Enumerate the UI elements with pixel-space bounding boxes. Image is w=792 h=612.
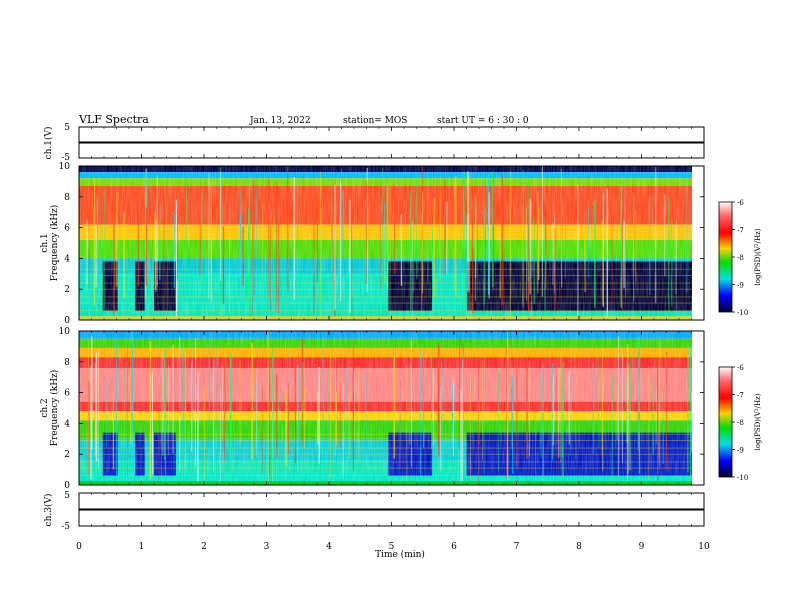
x-tick-label: 3: [264, 542, 270, 552]
figure-title: VLF Spectra: [78, 113, 149, 126]
ch2-spectrogram-panel: 0 2 4 6 8 10 ch.2 Frequency (kHz): [40, 327, 705, 491]
freq-tick-label: 2: [64, 285, 70, 295]
date-label: Jan. 13, 2022: [249, 116, 311, 126]
colorbar-tick-label: -8: [737, 254, 744, 262]
ch3-waveform-panel: 5 -5 ch.3(V): [43, 491, 705, 532]
colorbar-tick-label: -9: [737, 447, 744, 455]
colorbar-tick-label: -7: [737, 227, 744, 235]
colorbar-tick-label: -7: [737, 392, 744, 400]
ch1-spectrogram-ylabel: Frequency (kHz): [49, 205, 60, 282]
x-tick-label: 4: [326, 542, 332, 552]
freq-tick-label: 6: [64, 389, 70, 399]
freq-tick-label: 0: [64, 481, 70, 491]
ch1-colorbar-label: log(PSD)(V²/Hz): [754, 228, 762, 285]
x-tick-label: 5: [389, 542, 395, 552]
freq-tick-label: 10: [59, 327, 71, 337]
x-tick-label: 8: [576, 542, 582, 552]
ch3-waveform-ylabel: ch.3(V): [43, 494, 54, 527]
freq-tick-label: 4: [64, 254, 70, 264]
ch1-waveform-ylabel: ch.1(V): [43, 127, 54, 160]
x-tick-label: 1: [139, 542, 145, 552]
ch1-ytick-bottom: -5: [61, 153, 70, 163]
ch3-ytick-bottom: -5: [61, 522, 70, 532]
freq-tick-label: 0: [64, 316, 70, 326]
ch2-spectrogram: [79, 331, 704, 485]
ch1-colorbar: -6 -7 -8 -9 -10 log(PSD)(V²/Hz): [718, 199, 762, 317]
ch1-spectrogram-ylabel-channel: ch.1: [40, 233, 50, 252]
freq-tick-label: 8: [64, 193, 70, 203]
ch1-spectrogram-panel: 0 2 4 6 8 10 ch.1 Frequency (kHz): [40, 162, 705, 326]
x-tick-label: 10: [698, 542, 710, 552]
station-label: station= MOS: [343, 116, 407, 126]
ch2-colorbar-label: log(PSD)(V²/Hz): [754, 393, 762, 450]
ch1-ytick-top: 5: [64, 123, 70, 133]
x-tick-label: 2: [201, 542, 207, 552]
colorbar-tick-label: -9: [737, 282, 744, 290]
freq-tick-label: 8: [64, 358, 70, 368]
x-tick-label: 7: [514, 542, 520, 552]
time-axis: 0 1 2 3 4 5 6 7 8 9 10: [76, 127, 710, 552]
ch1-waveform-panel: 5 -5 ch.1(V): [43, 123, 705, 163]
start-time-label: start UT = 6 : 30 : 0: [437, 116, 529, 126]
x-tick-label: 0: [76, 542, 82, 552]
time-axis-label: Time (min): [375, 549, 425, 560]
colorbar-tick-label: -10: [737, 474, 748, 482]
colorbar-tick-label: -6: [737, 364, 744, 372]
colorbar-tick-label: -6: [737, 199, 744, 207]
freq-tick-label: 6: [64, 224, 70, 234]
ch2-spectrogram-ylabel: Frequency (kHz): [49, 370, 60, 447]
ch2-colorbar: -6 -7 -8 -9 -10 log(PSD)(V²/Hz): [718, 364, 762, 482]
colorbar-tick-label: -8: [737, 419, 744, 427]
freq-tick-label: 10: [59, 162, 71, 172]
x-tick-label: 9: [639, 542, 645, 552]
ch1-spectrogram: [79, 166, 704, 320]
x-tick-label: 6: [451, 542, 457, 552]
freq-tick-label: 4: [64, 419, 70, 429]
ch3-ytick-top: 5: [64, 491, 70, 501]
freq-tick-label: 2: [64, 450, 70, 460]
colorbar-tick-label: -10: [737, 309, 748, 317]
ch2-spectrogram-ylabel-channel: ch.2: [40, 398, 50, 417]
